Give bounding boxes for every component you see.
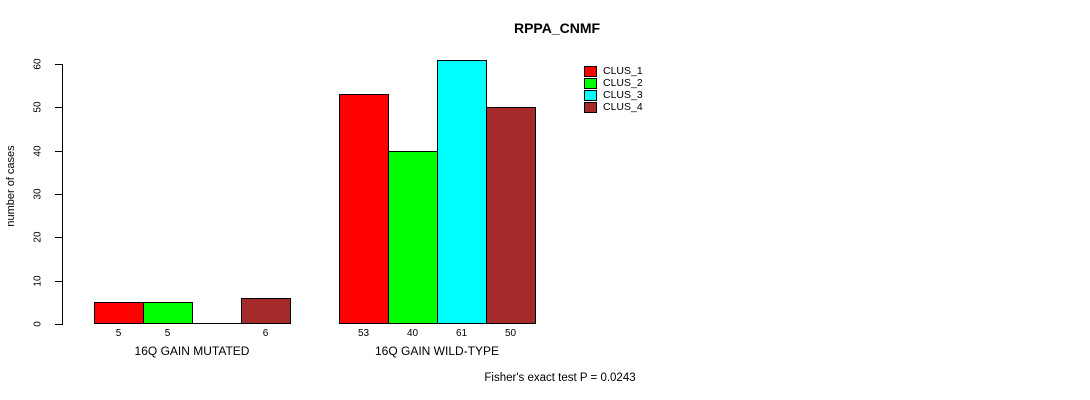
group-label: 16Q GAIN MUTATED <box>134 344 250 358</box>
legend-label: CLUS_4 <box>603 101 643 113</box>
y-tick-mark <box>55 64 62 65</box>
stat-annotation: Fisher's exact test P = 0.0243 <box>484 372 636 384</box>
y-tick-mark <box>55 237 62 239</box>
legend-item: CLUS_2 <box>584 77 643 89</box>
legend-item: CLUS_4 <box>584 101 643 113</box>
y-tick-label: 40 <box>32 145 44 157</box>
bar-clus_2 <box>143 302 193 324</box>
legend-color-swatch <box>584 101 597 113</box>
legend-item: CLUS_3 <box>584 89 643 101</box>
bar-value-label: 5 <box>164 328 171 339</box>
legend-color-swatch <box>584 89 597 101</box>
y-tick-label: 10 <box>32 275 44 287</box>
y-tick-mark <box>55 107 62 109</box>
bar-clus_3-zero <box>192 323 242 324</box>
legend-color-swatch <box>584 65 597 77</box>
legend-item: CLUS_1 <box>584 65 643 77</box>
y-tick-label: 50 <box>32 101 44 113</box>
bar-clus_4 <box>241 298 291 324</box>
bar-value-label: 53 <box>357 328 370 339</box>
y-tick-mark <box>55 150 62 152</box>
y-tick-mark <box>55 280 62 282</box>
legend-label: CLUS_2 <box>603 77 643 89</box>
bar-value-label: 6 <box>262 328 269 339</box>
bar-clus_4 <box>486 107 536 324</box>
y-tick-mark <box>55 324 62 325</box>
chart-title: RPPA_CNMF <box>513 20 601 36</box>
y-axis-line <box>62 64 63 325</box>
bar-value-label: 40 <box>406 328 419 339</box>
bar-value-label: 5 <box>115 328 122 339</box>
y-tick-label: 30 <box>32 188 44 200</box>
legend-color-swatch <box>584 77 597 89</box>
y-axis-title: number of cases <box>5 145 17 227</box>
y-tick-label: 0 <box>32 321 44 327</box>
y-tick-mark <box>55 194 62 195</box>
bar-clus_2 <box>388 151 438 324</box>
bar-clus_1 <box>339 94 389 324</box>
bar-value-label: 61 <box>455 328 468 339</box>
legend: CLUS_1 CLUS_2 CLUS_3 CLUS_4 <box>584 65 643 113</box>
group-label: 16Q GAIN WILD-TYPE <box>374 344 500 358</box>
y-tick-label: 20 <box>32 231 44 243</box>
bar-clus_3 <box>437 60 487 324</box>
legend-label: CLUS_3 <box>603 89 643 101</box>
bar-clus_1 <box>94 302 144 324</box>
y-tick-label: 60 <box>32 58 44 70</box>
bar-value-label: 50 <box>504 328 517 339</box>
legend-label: CLUS_1 <box>603 65 643 77</box>
